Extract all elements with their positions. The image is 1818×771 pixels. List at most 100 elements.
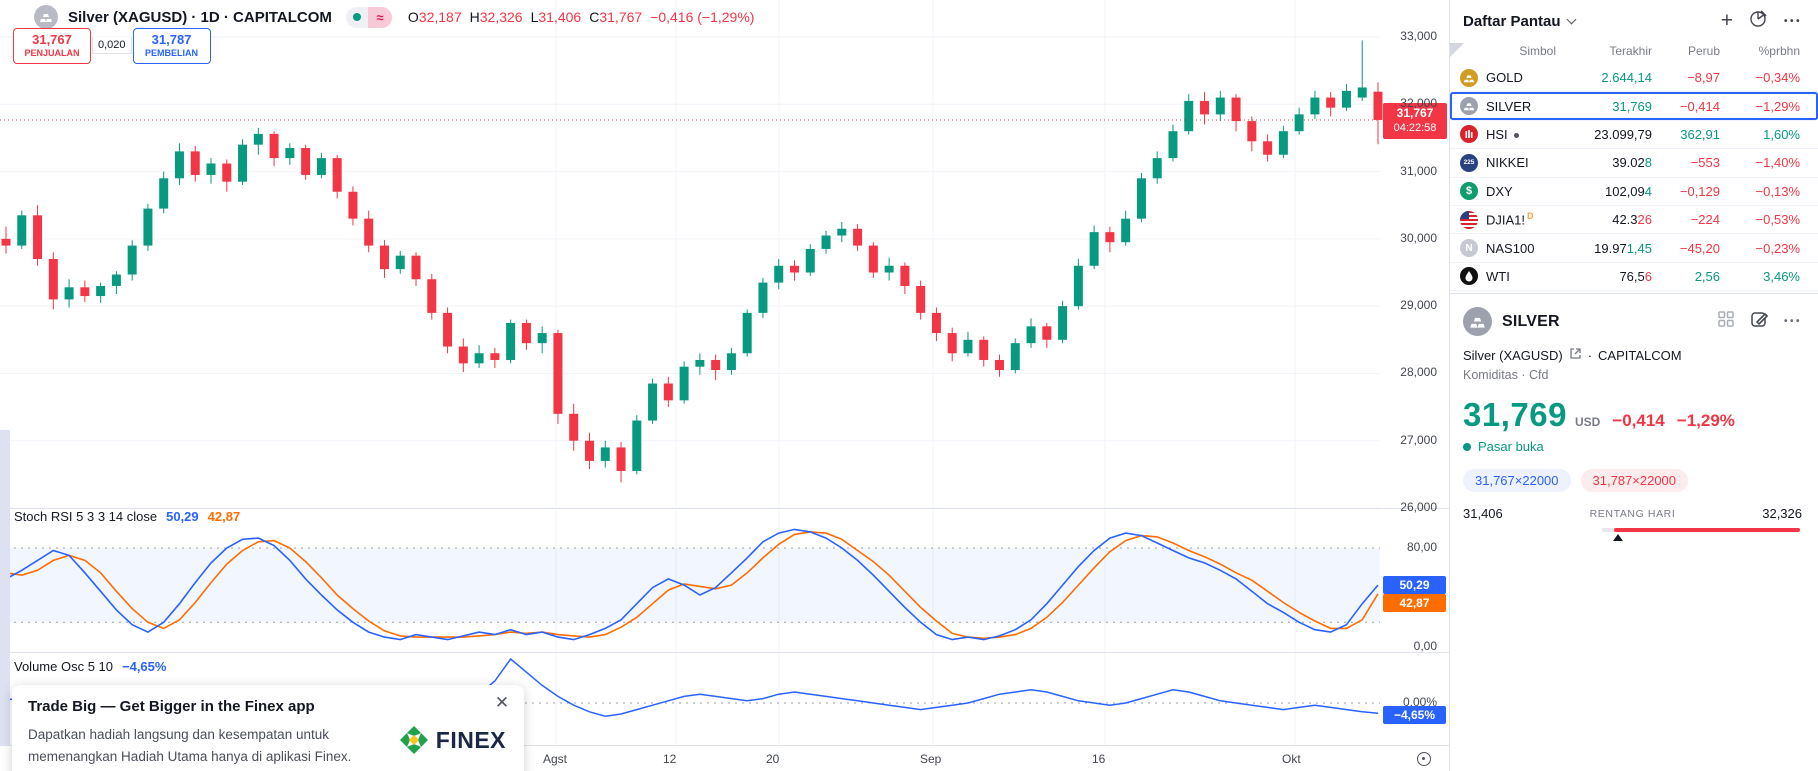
price-axis-label: 29,000 — [1400, 298, 1437, 313]
detail-subtitle[interactable]: Silver (XAGUSD) — [1463, 347, 1563, 363]
change-cell: 362,91 — [1680, 126, 1720, 142]
volume-last-badge: −4,65% — [1383, 706, 1446, 724]
watchlist-row-gold[interactable]: GOLD 2.644,14 −8,97 −0,34% — [1450, 64, 1818, 93]
stoch-rsi-legend[interactable]: Stoch RSI 5 3 3 14 close 50,29 42,87 — [14, 509, 241, 524]
percent-change-cell: −0,53% — [1755, 212, 1800, 228]
watchlist-header: Daftar Pantau + ••• — [1450, 0, 1818, 40]
watchlist-row-dxy[interactable]: $ DXY 102,094 −0,129 −0,13% — [1450, 178, 1818, 206]
last-price-cell: 42.326 — [1612, 212, 1652, 228]
more-icon[interactable]: ••• — [1783, 316, 1802, 328]
wti-symbol-icon — [1460, 267, 1478, 286]
time-axis-label: 20 — [766, 752, 780, 766]
price-axis[interactable]: 31,767 04:22:58 80,00 50,29 42,87 0,00 0… — [1380, 0, 1449, 745]
change-cell: −224 — [1690, 212, 1720, 228]
day-range: 31,406 RENTANG HARI 32,326 — [1463, 506, 1802, 521]
grid-view-icon[interactable] — [1717, 310, 1735, 333]
bid-size-pill[interactable]: 31,767×22000 — [1463, 469, 1571, 493]
nas100-symbol-icon: N — [1460, 239, 1478, 258]
day-range-high: 32,326 — [1762, 506, 1802, 522]
list-corner-decoration — [1450, 43, 1464, 57]
price-axis-label: 33,000 — [1400, 29, 1437, 43]
detail-symbol-name[interactable]: SILVER — [1502, 312, 1560, 330]
detail-currency: USD — [1574, 415, 1601, 430]
chart-symbol-title[interactable]: Silver (XAGUSD) · 1D · CAPITALCOM — [68, 8, 332, 26]
silver-symbol-icon — [1463, 307, 1492, 337]
detail-change: −0,414 — [1612, 411, 1665, 431]
percent-change-cell: 3,46% — [1763, 268, 1800, 284]
chart-area[interactable]: Silver (XAGUSD) · 1D · CAPITALCOM ≈ O32,… — [0, 0, 1449, 771]
finex-logo: FINEX — [399, 725, 506, 755]
watchlist-column-headers[interactable]: Simbol Terakhir Perub %prbhn — [1450, 40, 1818, 64]
edit-icon[interactable] — [1750, 310, 1769, 334]
percent-change-cell: 1,60% — [1763, 126, 1800, 142]
volume-osc-legend[interactable]: Volume Osc 5 10 −4,65% — [14, 659, 167, 674]
time-axis-label: Agst — [543, 752, 568, 766]
stoch-k-badge: 50,29 — [1383, 576, 1446, 594]
approx-icon: ≈ — [367, 6, 392, 28]
watchlist-row-wti[interactable]: WTI 76,56 2,56 3,46% — [1450, 263, 1818, 292]
buy-button[interactable]: 31,787 PEMBELIAN — [132, 28, 211, 64]
symbol-name: NIKKEI — [1486, 155, 1529, 171]
price-axis-label: 28,000 — [1400, 365, 1437, 380]
more-icon[interactable]: ••• — [1783, 15, 1802, 27]
market-closed-dot-icon — [1513, 133, 1519, 139]
detail-exchange: CAPITALCOM — [1598, 347, 1682, 363]
price-axis-label: 31,000 — [1400, 163, 1437, 178]
last-price-cell: 23.099,79 — [1594, 126, 1652, 142]
percent-change-cell: −0,13% — [1755, 183, 1800, 199]
detail-change-pct: −1,29% — [1676, 411, 1735, 431]
market-open-dot-icon — [1463, 442, 1471, 451]
pie-pencil-icon[interactable] — [1749, 9, 1768, 33]
stoch-d-badge: 42,87 — [1383, 594, 1446, 612]
collapsed-panel-strip[interactable] — [0, 430, 10, 771]
last-price-cell: 31,769 — [1612, 98, 1652, 114]
price-axis-label: 32,000 — [1400, 96, 1437, 111]
day-range-bar — [1602, 528, 1800, 542]
external-link-icon[interactable] — [1569, 347, 1582, 363]
change-cell: 2,56 — [1694, 268, 1720, 284]
banner-title: Trade Big — Get Bigger in the Finex app — [28, 698, 315, 715]
session-clock-icon[interactable] — [1417, 752, 1431, 766]
candlestick-series — [1, 40, 1383, 483]
ohlc-change: −0,416 (−1,29%) — [650, 9, 755, 25]
pane-divider[interactable] — [0, 508, 1449, 509]
watchlist-row-silver[interactable]: SILVER 31,769 −0,414 −1,29% — [1450, 92, 1818, 121]
watchlist-rows: GOLD 2.644,14 −8,97 −0,34% SILVER 31,769 −0,41… — [1450, 64, 1818, 292]
finex-logo-icon — [399, 726, 428, 754]
price-line-toggle[interactable]: ≈ — [345, 6, 392, 28]
watchlist-row-djia1![interactable]: DJIA1! D 42.326 −224 −0,53% — [1450, 206, 1818, 235]
last-price-cell: 76,56 — [1619, 268, 1652, 284]
price-axis-label: 27,000 — [1400, 432, 1437, 447]
time-axis-label: 16 — [1092, 752, 1106, 766]
detail-category: Komiditas · Cfd — [1463, 368, 1549, 383]
section-divider — [1450, 293, 1818, 295]
close-icon[interactable]: ✕ — [494, 693, 510, 712]
market-status: Pasar buka — [1463, 439, 1802, 454]
finex-ad-banner[interactable]: ✕ Trade Big — Get Bigger in the Finex ap… — [12, 685, 524, 771]
watchlist-row-nas100[interactable]: N NAS100 19.971,45 −45,20 −0,23% — [1450, 234, 1818, 263]
sell-button[interactable]: 31,767 PENJUALAN — [13, 28, 91, 64]
dxy-symbol-icon: $ — [1460, 182, 1478, 201]
day-range-low: 31,406 — [1463, 506, 1503, 522]
djia1!-symbol-icon — [1460, 210, 1478, 229]
symbol-name: DJIA1! D — [1486, 211, 1534, 228]
add-symbol-icon[interactable]: + — [1720, 9, 1733, 32]
watchlist-row-nikkei[interactable]: 225 NIKKEI 39.028 −553 −1,40% — [1450, 149, 1818, 178]
pane-divider[interactable] — [0, 652, 1449, 653]
percent-change-cell: −0,23% — [1755, 240, 1800, 256]
watchlist-title-menu[interactable]: Daftar Pantau — [1463, 13, 1576, 30]
stoch-k-line — [5, 528, 1379, 641]
percent-change-cell: −0,34% — [1755, 70, 1800, 86]
symbol-name: DXY — [1486, 183, 1513, 199]
day-range-label: RENTANG HARI — [1589, 507, 1676, 520]
price-chart-canvas[interactable] — [0, 0, 1449, 771]
change-cell: −0,414 — [1679, 98, 1720, 114]
stoch-upper-label: 80,00 — [1406, 540, 1437, 554]
last-price-label: 31,767 04:22:58 — [1383, 103, 1447, 140]
stoch-d-value: 42,87 — [207, 509, 241, 524]
watchlist-row-hsi[interactable]: HSI 23.099,79 362,91 1,60% — [1450, 121, 1818, 150]
ask-size-pill[interactable]: 31,787×22000 — [1580, 469, 1689, 493]
trade-widget: 31,767 PENJUALAN 0,020 31,787 PEMBELIAN — [13, 28, 211, 64]
hsi-symbol-icon — [1460, 125, 1478, 144]
